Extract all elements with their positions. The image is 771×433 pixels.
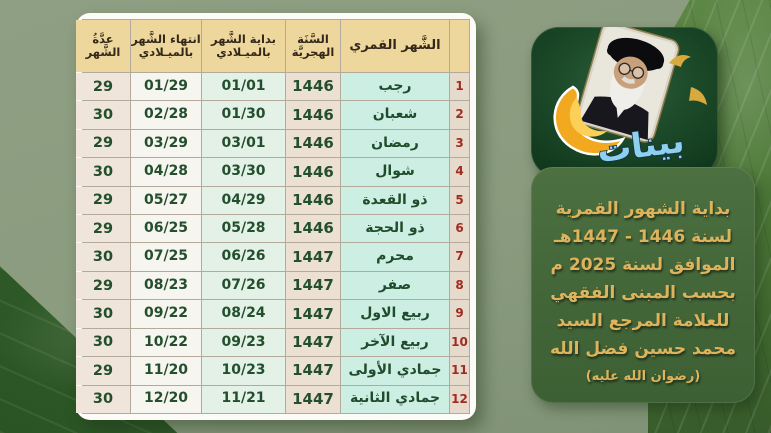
bayynat-logo-tile: بينات	[531, 27, 718, 178]
row-9-month: ربيع الاول	[341, 300, 449, 328]
row-4-index: 4	[450, 158, 469, 186]
row-3-hijri-year: 1446	[286, 129, 340, 158]
row-11-index: 11	[450, 357, 469, 385]
row-6-index: 6	[450, 215, 469, 243]
caption-text-block: بداية الشهور القمرية لسنة 1446 - 1447هـ …	[537, 195, 749, 389]
row-9-days: 30	[76, 300, 130, 328]
row-4-days: 30	[76, 158, 130, 186]
row-12-gregorian-end: 12/20	[131, 385, 201, 413]
caption-line: الموافق لسنة 2025 م	[550, 255, 736, 275]
row-11-month: جمادي الأولى	[341, 357, 449, 385]
caption-line: لسنة 1446 - 1447هـ	[553, 227, 733, 247]
caption-panel	[531, 167, 755, 403]
row-2-index: 2	[450, 101, 469, 129]
row-8-gregorian-end: 08/23	[131, 271, 201, 300]
lunar-calendar-table: الشَّهر القمري السَّنَة الهجريَّة بداية …	[76, 13, 476, 420]
row-10-index: 10	[450, 328, 469, 357]
row-5-days: 29	[76, 186, 130, 215]
row-11-gregorian-end: 11/20	[131, 357, 201, 385]
row-11-gregorian-start: 10/23	[202, 357, 285, 385]
row-8-gregorian-start: 07/26	[202, 271, 285, 300]
caption-line: بحسب المبنى الفقهي	[550, 283, 736, 303]
row-6-gregorian-end: 06/25	[131, 215, 201, 243]
row-3-index: 3	[450, 129, 469, 158]
row-8-hijri-year: 1447	[286, 271, 340, 300]
portrait-frame	[576, 27, 680, 143]
calligraphy-blue-word: بينات	[594, 120, 687, 172]
row-5-gregorian-end: 05/27	[131, 186, 201, 215]
row-8-days: 29	[76, 271, 130, 300]
row-9-gregorian-end: 09/22	[131, 300, 201, 328]
header-gregorian-start: بداية الشَّهر بالميـلادي	[202, 20, 285, 72]
header-gregorian-end: انتهاء الشَّهر بالميـلادي	[131, 20, 201, 72]
header-index	[450, 20, 469, 72]
caption-line-honorific: (رضوان الله عليه)	[585, 369, 701, 384]
row-3-days: 29	[76, 129, 130, 158]
row-1-month: رجب	[341, 73, 449, 101]
row-9-gregorian-start: 08/24	[202, 300, 285, 328]
row-11-hijri-year: 1447	[286, 357, 340, 385]
row-6-month: ذو الحجة	[341, 215, 449, 243]
calendar-table-grid: الشَّهر القمري السَّنَة الهجريَّة بداية …	[76, 19, 470, 414]
caption-line: للعلامة المرجع السيد	[556, 311, 730, 331]
svg-text:بينات: بينات	[595, 121, 687, 171]
row-10-gregorian-start: 09/23	[202, 328, 285, 357]
row-1-gregorian-start: 01/01	[202, 73, 285, 101]
row-1-hijri-year: 1446	[286, 73, 340, 101]
row-7-month: محرم	[341, 243, 449, 271]
row-8-index: 8	[450, 271, 469, 300]
row-5-hijri-year: 1446	[286, 186, 340, 215]
row-6-days: 29	[76, 215, 130, 243]
row-9-hijri-year: 1447	[286, 300, 340, 328]
row-2-month: شعبان	[341, 101, 449, 129]
row-2-days: 30	[76, 101, 130, 129]
row-12-days: 30	[76, 385, 130, 413]
row-7-hijri-year: 1447	[286, 243, 340, 271]
row-4-gregorian-start: 03/30	[202, 158, 285, 186]
row-12-month: جمادي الثانية	[341, 385, 449, 413]
row-4-gregorian-end: 04/28	[131, 158, 201, 186]
header-hijri-year: السَّنَة الهجريَّة	[286, 20, 340, 72]
row-1-index: 1	[450, 73, 469, 101]
row-4-hijri-year: 1446	[286, 158, 340, 186]
row-8-month: صفر	[341, 271, 449, 300]
row-2-hijri-year: 1446	[286, 101, 340, 129]
row-3-month: رمضان	[341, 129, 449, 158]
row-1-gregorian-end: 01/29	[131, 73, 201, 101]
row-3-gregorian-end: 03/29	[131, 129, 201, 158]
cleric-portrait-and-calligraphy: بينات	[553, 27, 707, 172]
row-10-days: 30	[76, 328, 130, 357]
row-7-index: 7	[450, 243, 469, 271]
row-10-month: ربيع الآخر	[341, 328, 449, 357]
row-5-gregorian-start: 04/29	[202, 186, 285, 215]
row-6-gregorian-start: 05/28	[202, 215, 285, 243]
row-6-hijri-year: 1446	[286, 215, 340, 243]
header-month-days: عدَّةُ الشَّهر	[76, 20, 130, 72]
row-12-index: 12	[450, 385, 469, 413]
caption-line: بداية الشهور القمرية	[555, 199, 731, 219]
row-3-gregorian-start: 03/01	[202, 129, 285, 158]
row-2-gregorian-start: 01/30	[202, 101, 285, 129]
header-lunar-month: الشَّهر القمري	[341, 20, 449, 72]
row-7-days: 30	[76, 243, 130, 271]
row-12-hijri-year: 1447	[286, 385, 340, 413]
gold-flourish-right	[689, 87, 707, 105]
row-4-month: شوال	[341, 158, 449, 186]
row-5-index: 5	[450, 186, 469, 215]
row-11-days: 29	[76, 357, 130, 385]
row-1-days: 29	[76, 73, 130, 101]
row-2-gregorian-end: 02/28	[131, 101, 201, 129]
row-7-gregorian-start: 06/26	[202, 243, 285, 271]
row-10-gregorian-end: 10/22	[131, 328, 201, 357]
caption-line: محمد حسين فضل الله	[549, 339, 737, 359]
row-7-gregorian-end: 07/25	[131, 243, 201, 271]
row-10-hijri-year: 1447	[286, 328, 340, 357]
row-9-index: 9	[450, 300, 469, 328]
gold-flourish-top	[669, 55, 691, 67]
row-12-gregorian-start: 11/21	[202, 385, 285, 413]
row-5-month: ذو القعدة	[341, 186, 449, 215]
